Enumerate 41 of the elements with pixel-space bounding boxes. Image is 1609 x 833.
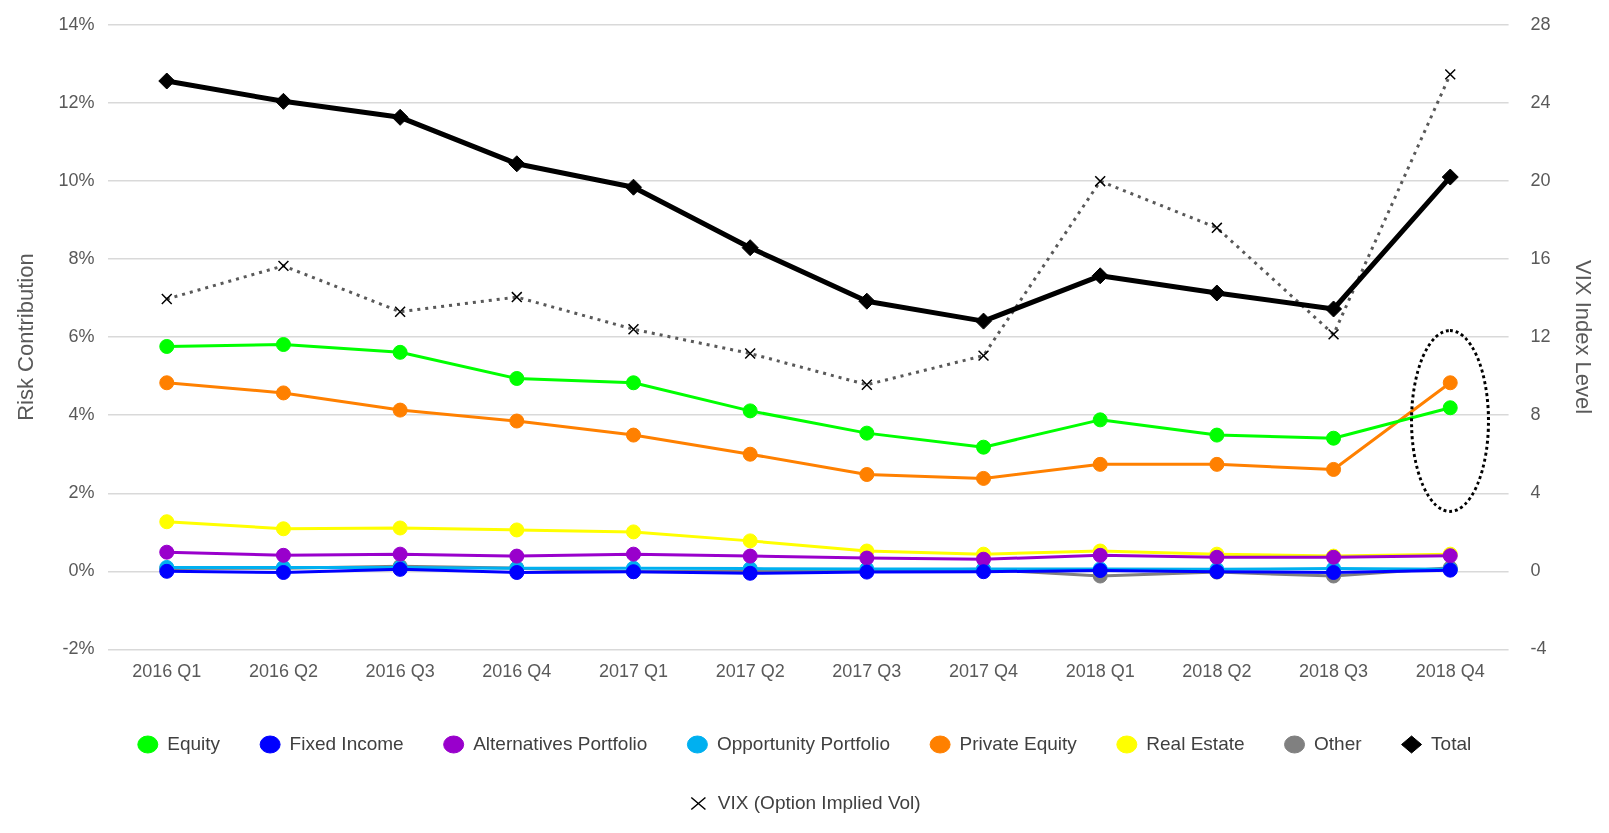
y-tick-label: 2% [68, 482, 95, 503]
y-tick-label: 10% [58, 169, 95, 190]
x-tick-label: 2016 Q3 [365, 661, 435, 682]
legend-label: VIX (Option Implied Vol) [717, 791, 921, 813]
x-tick-label: 2018 Q1 [1065, 661, 1135, 682]
legend-label: Other [1314, 732, 1363, 754]
y2-axis-title: VIX Index Level [1570, 260, 1596, 415]
x-tick-label: 2016 Q1 [132, 661, 202, 682]
y2-tick-label: 20 [1530, 169, 1551, 190]
legend-label: Equity [167, 732, 221, 754]
y2-tick-label: 0 [1530, 560, 1541, 581]
y2-tick-label: 24 [1530, 91, 1551, 112]
x-tick-label: 2017 Q1 [598, 661, 669, 682]
x-tick-label: 2016 Q2 [248, 661, 318, 682]
y2-tick-label: 4 [1530, 482, 1541, 503]
legend-label: Real Estate [1146, 732, 1245, 754]
x-tick-label: 2018 Q4 [1415, 661, 1485, 682]
y2-tick-label: 12 [1530, 326, 1551, 347]
x-tick-label: 2018 Q3 [1299, 661, 1369, 682]
y2-tick-label: -4 [1530, 638, 1547, 659]
y-tick-label: 6% [68, 326, 95, 347]
y-tick-label: 4% [68, 404, 95, 425]
y2-tick-label: 16 [1530, 247, 1551, 268]
x-tick-label: 2017 Q4 [948, 661, 1019, 682]
legend-label: Alternatives Portfolio [473, 732, 648, 754]
legend-label: Fixed Income [289, 732, 404, 754]
y-axis-title: Risk Contribution [13, 253, 39, 421]
x-tick-label: 2016 Q4 [482, 661, 552, 682]
y2-tick-label: 28 [1530, 13, 1551, 34]
y-tick-label: 8% [68, 247, 95, 268]
x-tick-label: 2017 Q2 [715, 661, 785, 682]
y-tick-label: 0% [68, 560, 95, 581]
y-tick-label: 14% [58, 13, 95, 34]
x-tick-label: 2018 Q2 [1182, 661, 1252, 682]
y-tick-label: 12% [58, 91, 95, 112]
y-tick-label: -2% [62, 638, 95, 659]
x-tick-label: 2017 Q3 [832, 661, 902, 682]
legend-label: Private Equity [959, 732, 1078, 754]
y2-tick-label: 8 [1530, 404, 1541, 425]
legend-label: Opportunity Portfolio [716, 732, 891, 754]
legend-label: Total [1431, 732, 1472, 754]
